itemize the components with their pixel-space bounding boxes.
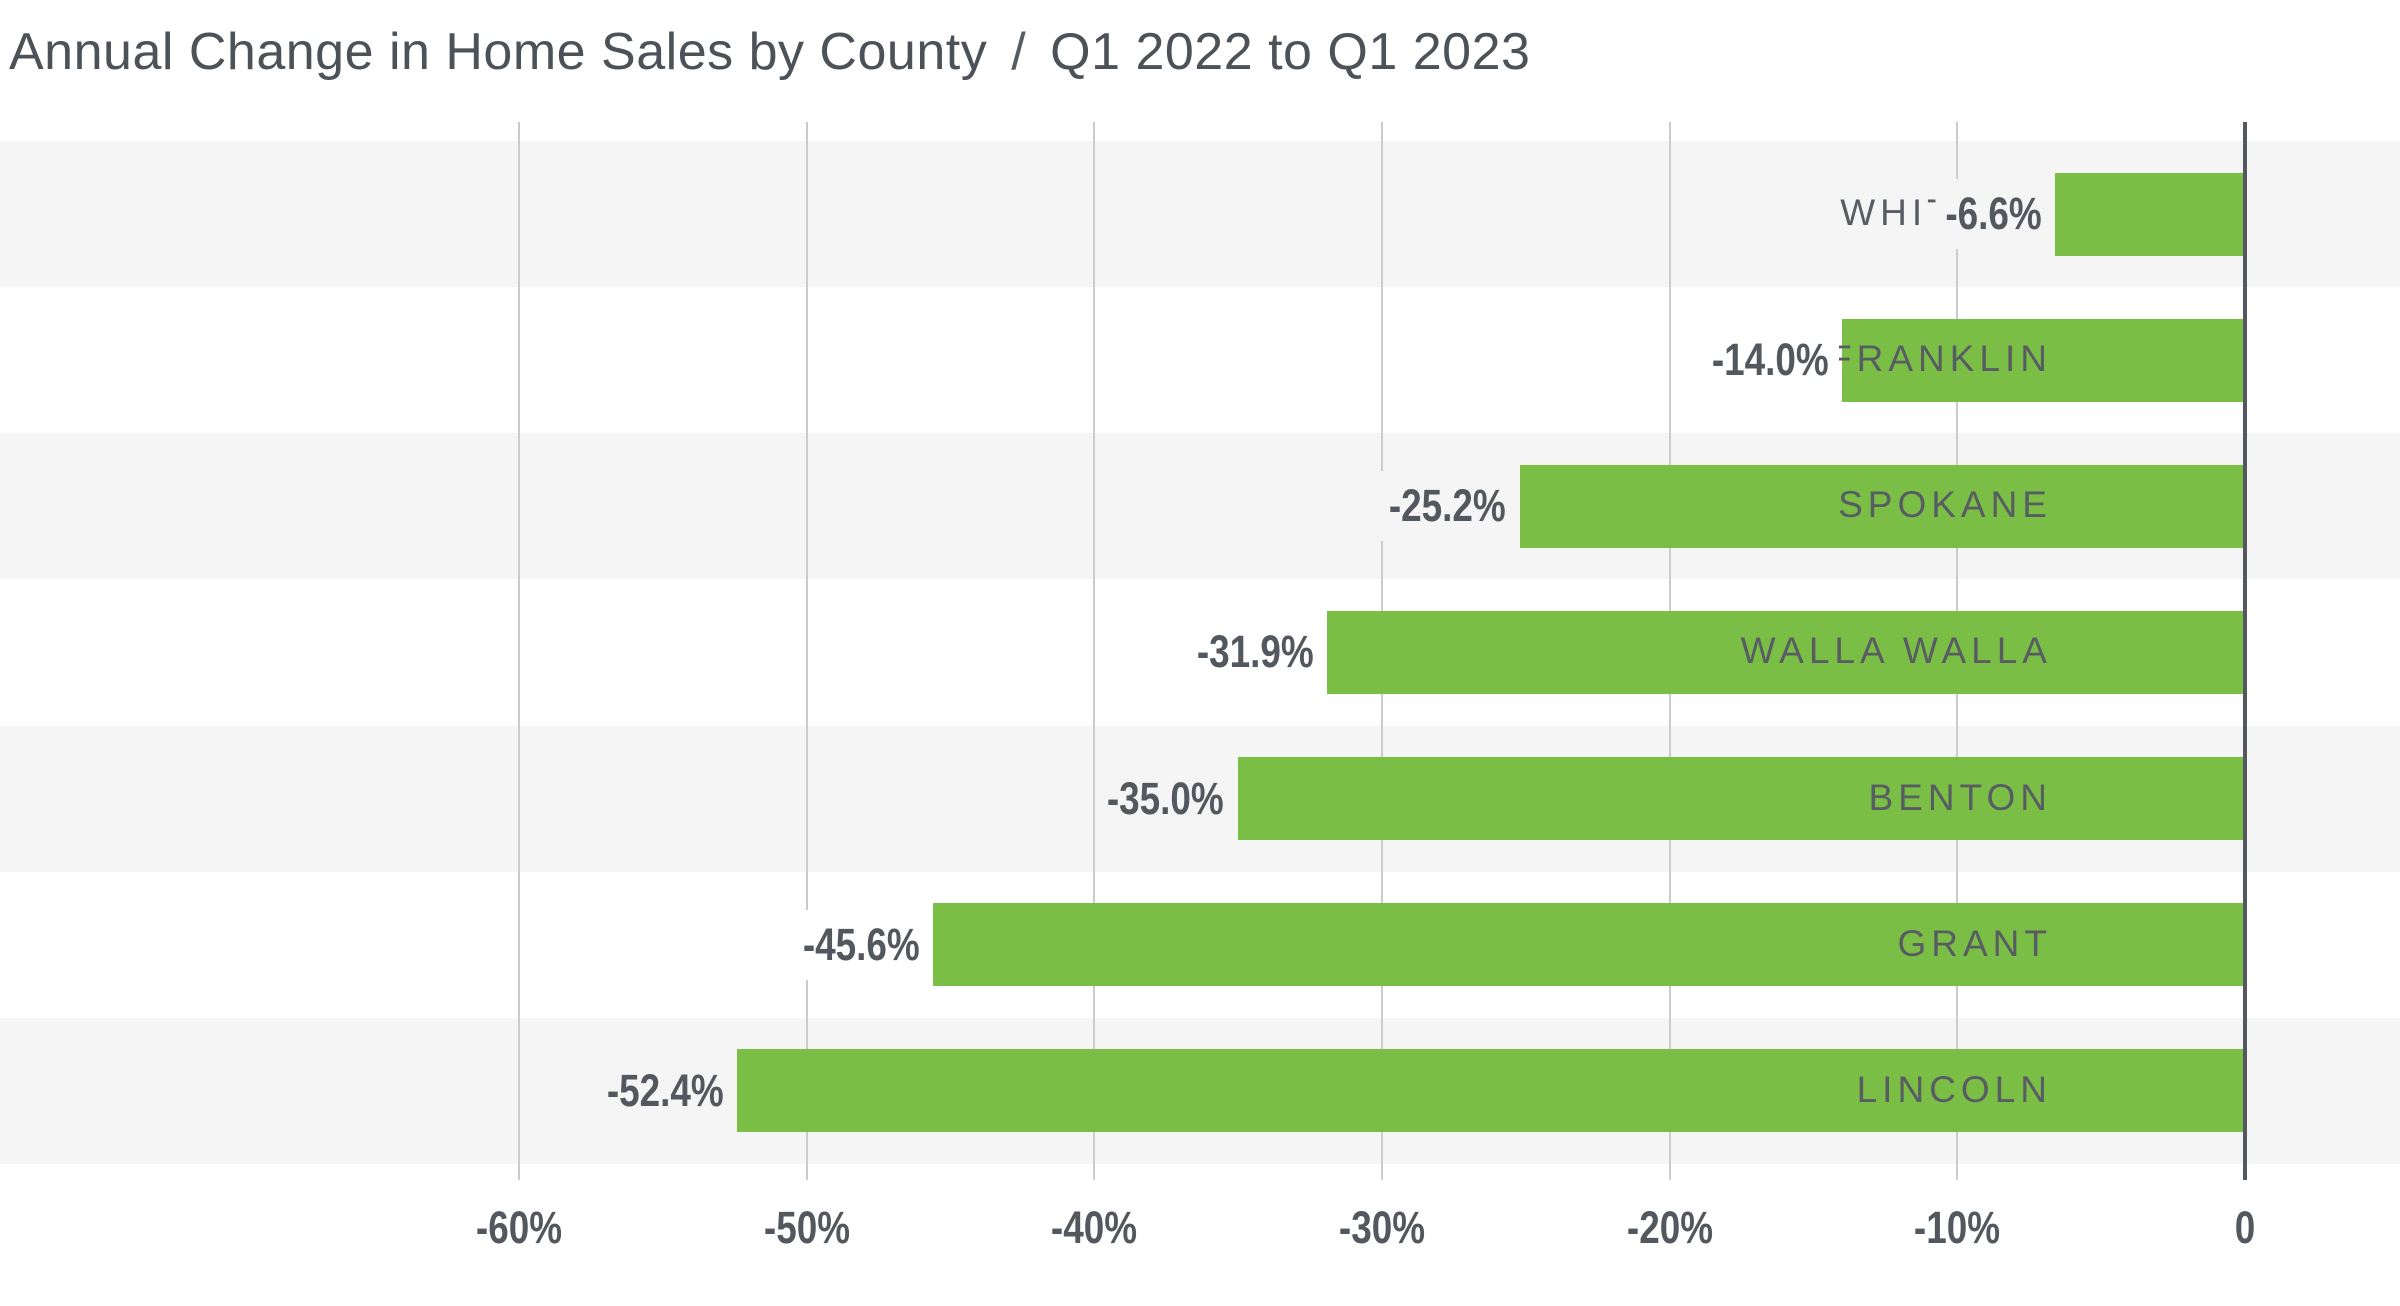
category-label: LINCOLN xyxy=(1856,1069,2052,1111)
bar xyxy=(737,1049,2245,1133)
chart-title-period: Q1 2022 to Q1 2023 xyxy=(1050,23,1531,81)
category-label: BENTON xyxy=(1868,776,2052,818)
category-label: FRANKLIN xyxy=(1829,338,2052,380)
chart-title-separator: / xyxy=(1011,23,1027,81)
bar xyxy=(1519,464,2245,548)
x-tick-label: -50% xyxy=(763,1202,850,1253)
bar xyxy=(2055,172,2245,256)
zero-axis-line xyxy=(2243,122,2247,1180)
category-label: GRANT xyxy=(1897,922,2052,964)
bar xyxy=(1327,610,2245,694)
value-label: -6.6% xyxy=(1935,179,2052,250)
x-gridline xyxy=(1093,122,1096,1180)
x-gridline xyxy=(517,122,520,1180)
chart-title: Annual Change in Home Sales by County / Q1… xyxy=(9,22,1530,82)
x-gridline xyxy=(805,122,808,1180)
x-tick-label: -30% xyxy=(1338,1202,1425,1253)
value-label: -14.0% xyxy=(1701,325,1839,396)
value-label: -45.6% xyxy=(792,909,930,980)
x-tick-label: -10% xyxy=(1914,1202,2001,1253)
bar xyxy=(1842,318,2245,402)
x-tick-label: 0 xyxy=(2234,1202,2256,1253)
value-label: -52.4% xyxy=(596,1055,734,1126)
value-label: -25.2% xyxy=(1379,471,1516,542)
x-tick-label: -60% xyxy=(475,1202,562,1253)
x-tick-label: -20% xyxy=(1626,1202,1713,1253)
bar xyxy=(1238,757,2245,841)
category-label: SPOKANE xyxy=(1838,484,2052,526)
chart-title-main: Annual Change in Home Sales by County xyxy=(9,23,988,81)
bar xyxy=(933,903,2245,987)
value-label: -31.9% xyxy=(1186,617,1324,688)
x-tick-label: -40% xyxy=(1051,1202,1138,1253)
category-label: WALLA WALLA xyxy=(1740,630,2052,672)
value-label: -35.0% xyxy=(1097,763,1235,834)
